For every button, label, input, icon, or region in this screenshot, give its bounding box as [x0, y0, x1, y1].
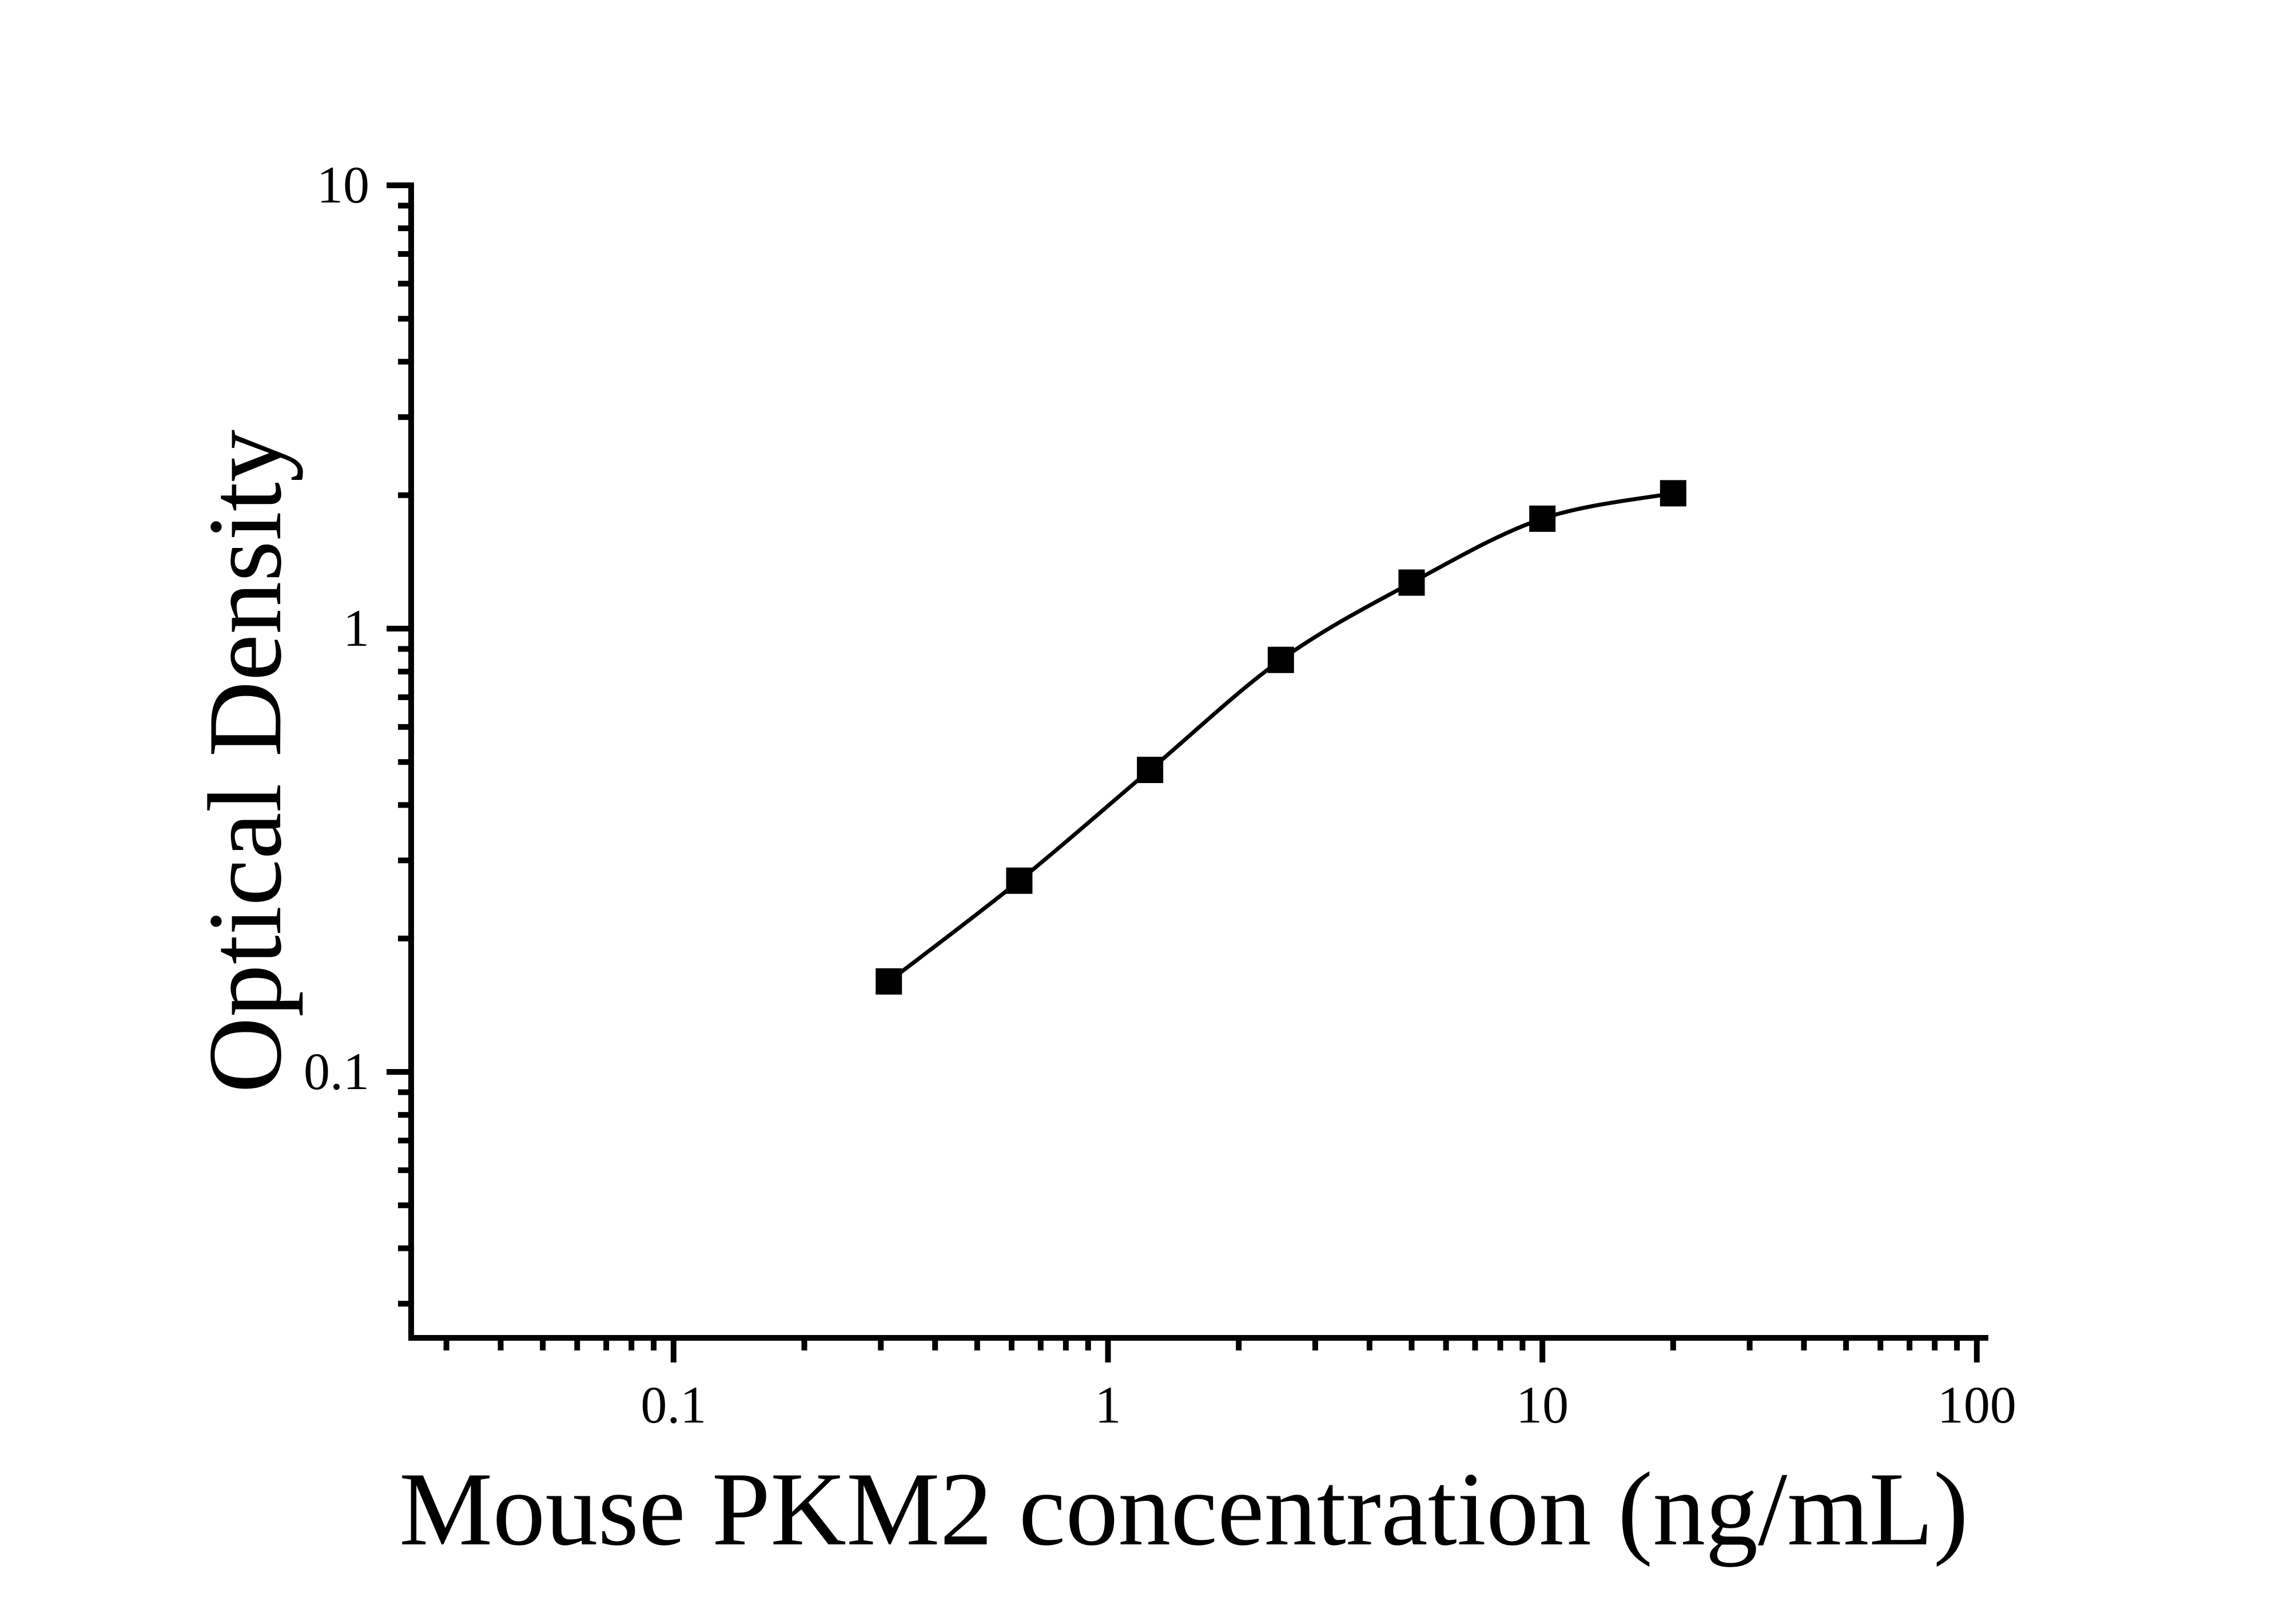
data-point-marker	[1006, 867, 1033, 894]
y-tick-label: 1	[343, 599, 369, 657]
y-axis-title: Optical Density	[186, 430, 303, 1093]
x-tick-label: 100	[1937, 1376, 2016, 1434]
plot-area: 10 1 0.1 0.1 1 10 100	[304, 156, 2016, 1434]
data-point-marker	[1529, 505, 1556, 532]
data-point-marker	[1267, 646, 1294, 673]
x-tick-label: 1	[1095, 1376, 1121, 1434]
data-point-marker	[1137, 757, 1164, 784]
x-axis-title: Mouse PKM2 concentration (ng/mL)	[399, 1451, 1968, 1567]
x-tick-label: 0.1	[640, 1376, 706, 1434]
standard-curve-line	[888, 491, 1674, 983]
data-point-marker	[1398, 569, 1425, 596]
data-point-marker	[1660, 480, 1686, 507]
y-tick-label: 10	[317, 156, 369, 214]
x-tick-label: 10	[1516, 1376, 1569, 1434]
y-tick-label: 0.1	[304, 1042, 369, 1101]
data-point-marker	[876, 968, 902, 995]
